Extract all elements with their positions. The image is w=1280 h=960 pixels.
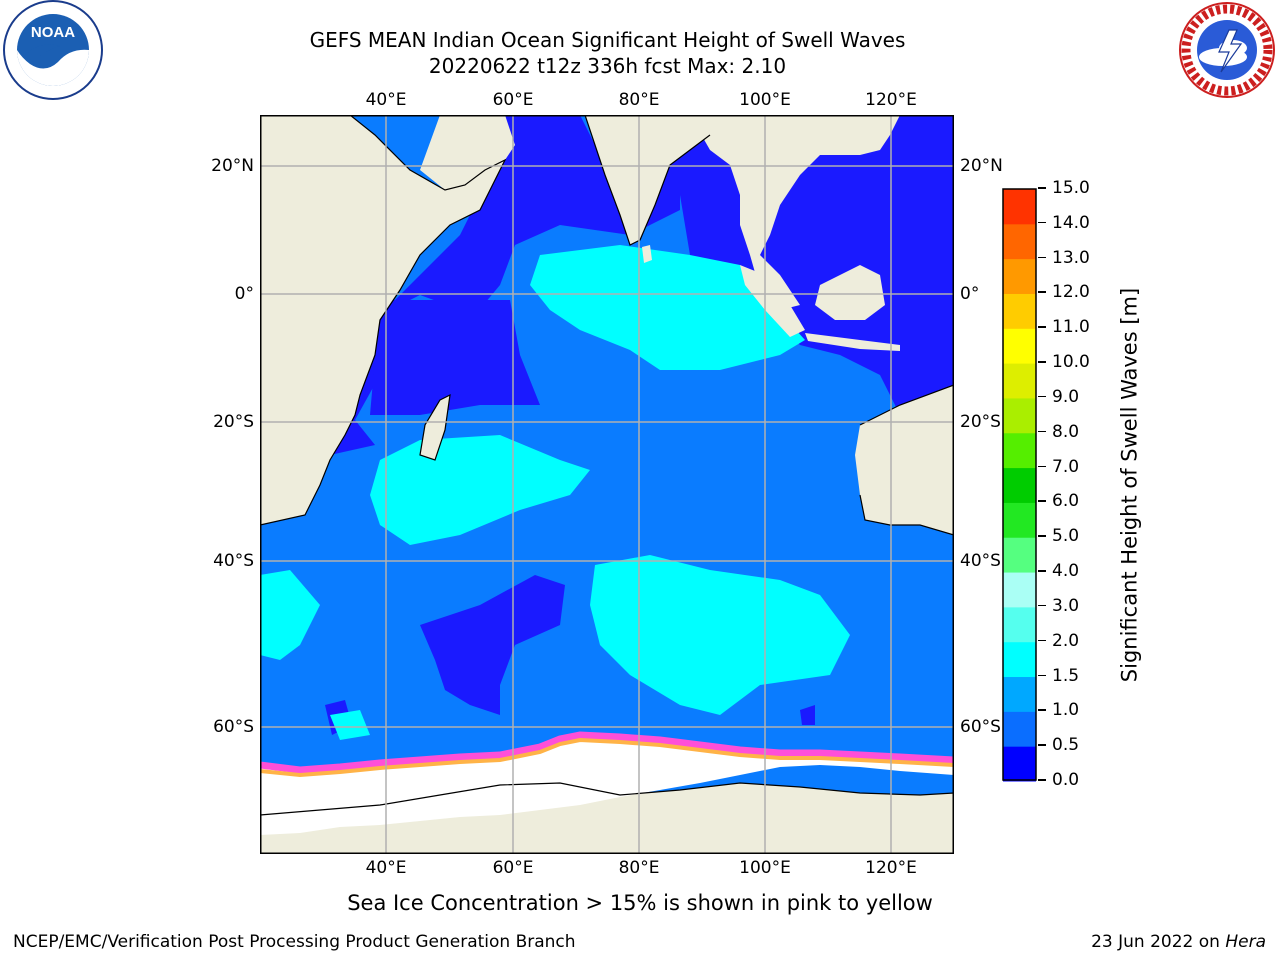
colorbar-tick-label: 13.0 bbox=[1052, 247, 1090, 268]
graticule bbox=[260, 115, 954, 854]
left-lat-label: 40°S bbox=[213, 551, 254, 571]
colorbar-segment bbox=[1003, 711, 1036, 747]
right-lat-label: 60°S bbox=[960, 717, 1001, 737]
colorbar-tick-label: 0.5 bbox=[1052, 735, 1080, 756]
colorbar-tick-label: 0.0 bbox=[1052, 770, 1080, 790]
colorbar-tick-label: 9.0 bbox=[1052, 386, 1080, 407]
colorbar-ticks: 0.0 0.5 1.0 1.5 2.0 3.0 4.0 5.0 6.0 7.0 8.0 9.0 10.0… bbox=[1038, 0, 1102, 960]
left-lat-label: 20°S bbox=[213, 412, 254, 432]
colorbar-tick-label: 7.0 bbox=[1052, 456, 1080, 477]
sea-ice-orange-edge bbox=[260, 737, 954, 778]
noaa-logo-text: NOAA bbox=[31, 24, 75, 41]
colorbar-tick-mark bbox=[1038, 709, 1046, 711]
colorbar-segment bbox=[1003, 641, 1036, 678]
top-lon-label: 60°E bbox=[492, 90, 534, 110]
left-lat-label: 60°S bbox=[213, 717, 254, 737]
colorbar-segment bbox=[1003, 676, 1036, 712]
footer-credit: NCEP/EMC/Verification Post Processing Pr… bbox=[13, 932, 576, 952]
colorbar-tick-label: 5.0 bbox=[1052, 526, 1080, 547]
colorbar-tick-label: 6.0 bbox=[1052, 491, 1080, 512]
colorbar-tick-mark bbox=[1038, 604, 1046, 607]
bottom-lon-label: 40°E bbox=[365, 858, 407, 878]
top-lon-label: 120°E bbox=[865, 90, 917, 110]
colorbar-segment bbox=[1003, 328, 1036, 364]
coastlines bbox=[260, 115, 954, 816]
footer-host: Hera bbox=[1225, 932, 1266, 952]
colorbar-tick-mark bbox=[1038, 430, 1046, 433]
colorbar-tick-mark bbox=[1038, 465, 1046, 468]
colorbar-tick-label: 4.0 bbox=[1052, 561, 1080, 582]
right-lat-label: 20°N bbox=[960, 156, 1003, 176]
colorbar-tick-label: 12.0 bbox=[1052, 282, 1090, 303]
colorbar-segment bbox=[1003, 606, 1036, 643]
colorbar-segment bbox=[1003, 293, 1036, 329]
left-lat-label: 20°N bbox=[211, 156, 254, 176]
right-lat-label: 0° bbox=[960, 284, 980, 304]
colorbar-tick-mark bbox=[1038, 326, 1046, 328]
colorbar-tick-mark bbox=[1038, 361, 1046, 363]
colorbar-tick-label: 10.0 bbox=[1052, 352, 1090, 373]
right-lat-label: 40°S bbox=[960, 551, 1001, 571]
chart-title-line1: GEFS MEAN Indian Ocean Significant Heigh… bbox=[309, 28, 906, 52]
colorbar-tick-mark bbox=[1038, 674, 1046, 677]
sea-ice-pink-edge bbox=[260, 731, 954, 774]
colorbar-tick-label: 3.0 bbox=[1052, 595, 1080, 616]
colorbar-tick-label: 1.5 bbox=[1052, 665, 1080, 686]
colorbar-segment bbox=[1003, 467, 1036, 503]
colorbar-tick-mark bbox=[1038, 570, 1046, 572]
bottom-lon-label: 100°E bbox=[739, 858, 791, 878]
colorbar-segment bbox=[1003, 223, 1036, 260]
left-lat-label: 0° bbox=[234, 284, 254, 304]
footer-date: 23 Jun 2022 on bbox=[1091, 932, 1220, 952]
colorbar-tick-mark bbox=[1038, 187, 1046, 189]
colorbar-tick-mark bbox=[1038, 779, 1046, 781]
top-lon-label: 100°E bbox=[739, 90, 791, 110]
colorbar-segment bbox=[1003, 572, 1036, 608]
colorbar-segment bbox=[1003, 189, 1036, 225]
colorbar-tick-label: 14.0 bbox=[1052, 212, 1090, 233]
colorbar-segment bbox=[1003, 397, 1036, 434]
colorbar bbox=[1002, 188, 1037, 782]
colorbar-tick-mark bbox=[1038, 500, 1046, 502]
right-lat-label: 20°S bbox=[960, 412, 1001, 432]
mid-swell-regions bbox=[260, 245, 850, 740]
noaa-logo: NOAA bbox=[3, 0, 103, 100]
chart-title-line2: 20220622 t12z 336h fcst Max: 2.10 bbox=[428, 54, 787, 78]
colorbar-tick-mark bbox=[1038, 221, 1046, 224]
colorbar-tick-label: 2.0 bbox=[1052, 630, 1080, 651]
top-lon-label: 40°E bbox=[365, 90, 407, 110]
colorbar-tick-mark bbox=[1038, 291, 1046, 293]
swell-map bbox=[260, 115, 954, 854]
colorbar-segment bbox=[1003, 258, 1036, 294]
colorbar-tick-label: 15.0 bbox=[1052, 178, 1090, 198]
colorbar-segment bbox=[1003, 432, 1036, 469]
colorbar-tick-mark bbox=[1038, 395, 1046, 398]
colorbar-tick-label: 8.0 bbox=[1052, 421, 1080, 442]
top-lon-label: 80°E bbox=[618, 90, 660, 110]
colorbar-tick-mark bbox=[1038, 744, 1046, 746]
footer-timestamp: 23 Jun 2022 on Hera bbox=[1091, 932, 1266, 952]
colorbar-segment bbox=[1003, 746, 1036, 782]
colorbar-tick-mark bbox=[1038, 256, 1046, 259]
nws-logo bbox=[1179, 2, 1275, 98]
colorbar-segment bbox=[1003, 502, 1036, 538]
colorbar-tick-label: 1.0 bbox=[1052, 700, 1080, 721]
map-frame bbox=[260, 115, 954, 854]
colorbar-tick-mark bbox=[1038, 535, 1046, 537]
colorbar-label: Significant Height of Swell Waves [m] bbox=[1117, 287, 1142, 683]
bottom-lon-label: 120°E bbox=[865, 858, 917, 878]
colorbar-tick-label: 11.0 bbox=[1052, 317, 1090, 338]
colorbar-tick-mark bbox=[1038, 639, 1046, 642]
colorbar-segment bbox=[1003, 363, 1036, 399]
sea-ice-note: Sea Ice Concentration > 15% is shown in … bbox=[347, 891, 933, 915]
bottom-lon-label: 80°E bbox=[618, 858, 660, 878]
bottom-lon-label: 60°E bbox=[492, 858, 534, 878]
colorbar-segment bbox=[1003, 537, 1036, 573]
